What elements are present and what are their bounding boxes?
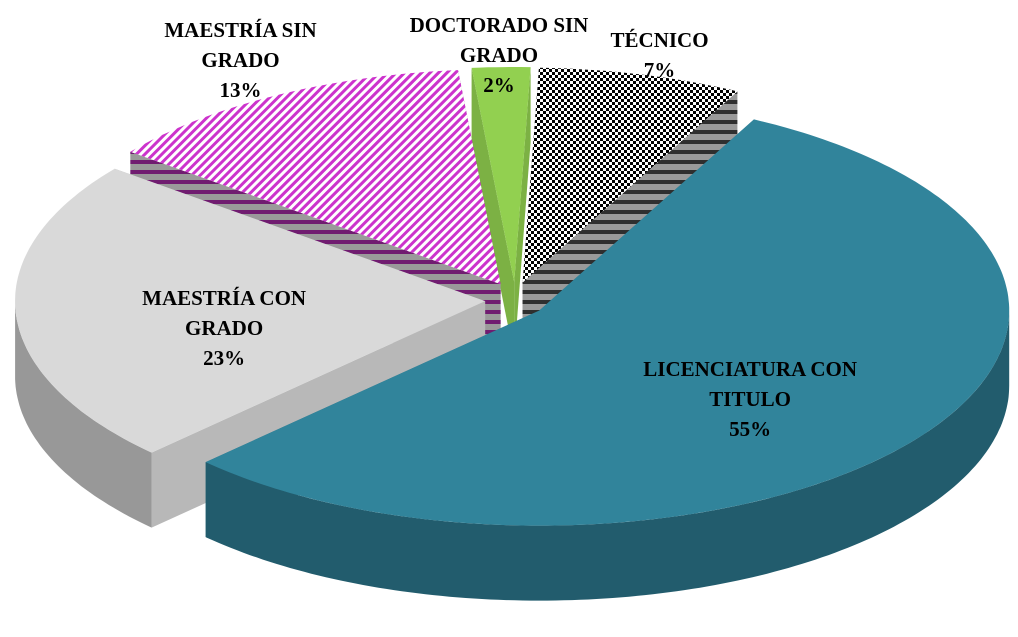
label-value: 2%	[483, 73, 515, 97]
slice	[522, 67, 738, 283]
slice-cut-face	[471, 67, 515, 358]
label-name: MAESTRÍA CON GRADO	[142, 285, 307, 340]
data-label: DOCTORADO SIN GRADO 2%	[384, 10, 614, 100]
slice	[205, 119, 1010, 526]
data-label: TÉCNICO 7%	[545, 25, 775, 85]
label-name: TÉCNICO	[610, 28, 709, 52]
slice-side	[205, 310, 1010, 601]
slice	[15, 168, 486, 453]
slice	[471, 67, 531, 358]
label-value: 23%	[203, 345, 246, 370]
label-value: 13%	[219, 77, 262, 102]
slice	[130, 70, 501, 285]
label-name: MAESTRÍA SIN GRADO	[164, 17, 317, 72]
slice	[471, 67, 531, 282]
label-value: 7%	[643, 58, 676, 82]
slice-cut-face	[514, 67, 531, 357]
slice	[205, 119, 1010, 601]
data-label: MAESTRÍA CON GRADO 23%	[109, 283, 339, 373]
label-name: LICENCIATURA CON TITULO	[643, 356, 857, 411]
data-label: LICENCIATURA CON TITULO 55%	[635, 354, 865, 444]
label-value: 55%	[729, 416, 772, 441]
label-name: DOCTORADO SIN GRADO	[409, 13, 589, 67]
data-label: MAESTRÍA SIN GRADO 13%	[126, 15, 356, 105]
slice-side	[15, 301, 152, 528]
